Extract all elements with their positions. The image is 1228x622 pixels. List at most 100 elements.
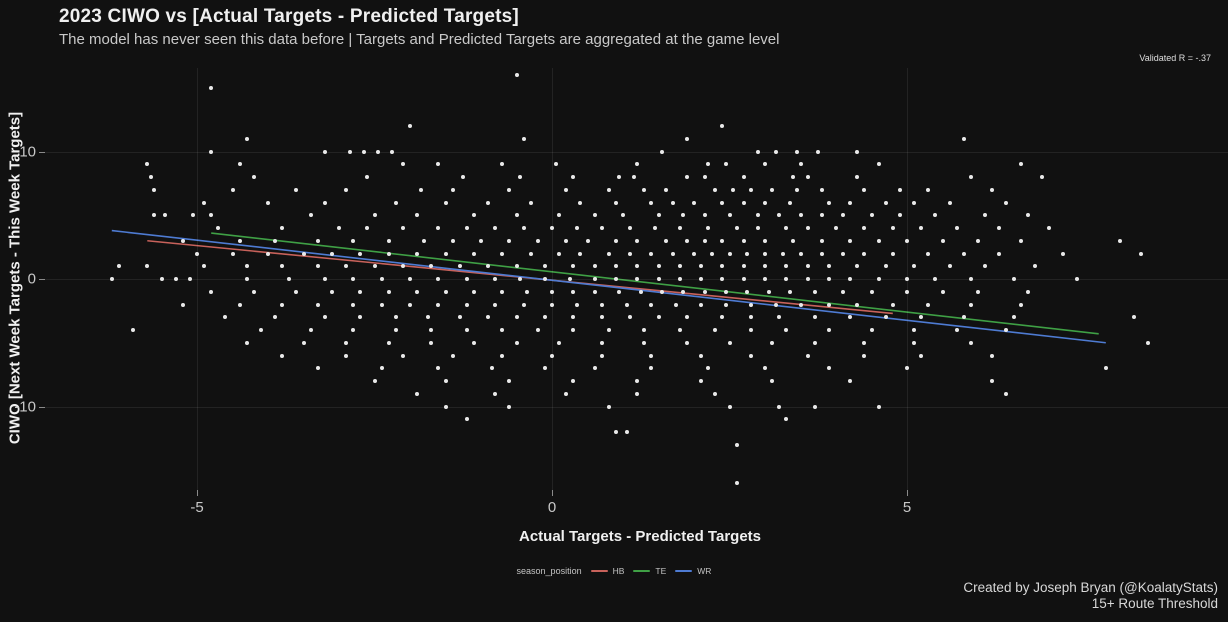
scatter-point [656, 315, 661, 320]
scatter-point [557, 340, 562, 345]
scatter-point [287, 277, 292, 281]
scatter-point [919, 353, 924, 358]
scatter-point [528, 251, 533, 256]
scatter-point [656, 264, 661, 269]
scatter-point [784, 417, 789, 422]
scatter-point [322, 315, 327, 320]
scatter-point [486, 315, 491, 320]
scatter-point [649, 353, 654, 358]
scatter-point [798, 302, 803, 307]
scatter-point [443, 200, 448, 205]
scatter-point [415, 289, 420, 294]
scatter-point [834, 226, 838, 230]
scatter-point [770, 187, 775, 192]
scatter-point [876, 162, 881, 167]
scatter-point [805, 353, 810, 358]
scatter-point [649, 302, 654, 307]
scatter-point [1047, 226, 1051, 230]
scatter-point [351, 238, 356, 243]
scatter-point [635, 391, 640, 396]
legend-item-hb: HB [590, 566, 625, 576]
scatter-point [209, 85, 214, 90]
scatter-point [947, 200, 952, 205]
scatter-point [180, 238, 185, 243]
scatter-point [571, 379, 576, 383]
scatter-point [791, 238, 796, 243]
scatter-point [766, 289, 771, 294]
scatter-point [163, 213, 168, 218]
scatter-point [443, 289, 448, 294]
scatter-point [244, 264, 249, 269]
scatter-point [912, 200, 917, 205]
scatter-point [826, 302, 831, 307]
scatter-point [773, 149, 778, 154]
scatter-point [322, 277, 327, 281]
scatter-point [507, 379, 512, 383]
scatter-point [723, 162, 728, 167]
scatter-point [741, 264, 746, 269]
scatter-point [489, 366, 494, 371]
scatter-point [876, 404, 881, 409]
scatter-point [322, 149, 327, 154]
scatter-point [912, 328, 917, 332]
scatter-point [748, 302, 753, 307]
scatter-point [372, 213, 377, 218]
scatter-point [408, 302, 412, 307]
scatter-point [237, 302, 242, 307]
scatter-point [400, 226, 405, 230]
scatter-point [457, 264, 462, 269]
scatter-point [425, 315, 430, 320]
scatter-point [780, 251, 785, 256]
scatter-point [1132, 315, 1137, 320]
scatter-point [578, 200, 583, 205]
trend-line-wr [111, 229, 1106, 344]
scatter-point [550, 353, 554, 358]
scatter-point [905, 366, 909, 371]
scatter-point [599, 315, 604, 320]
scatter-point [731, 187, 736, 192]
scatter-point [436, 226, 441, 230]
legend-label-hb: HB [612, 566, 625, 576]
scatter-point [571, 315, 576, 320]
scatter-point [968, 340, 973, 345]
scatter-point [642, 340, 647, 345]
legend-label-wr: WR [697, 566, 712, 576]
scatter-point [273, 238, 278, 243]
scatter-point [919, 226, 924, 230]
scatter-point [436, 277, 441, 281]
scatter-point [486, 264, 491, 269]
scatter-point [897, 187, 902, 192]
scatter-point [145, 264, 150, 269]
scatter-point [464, 417, 469, 422]
scatter-point [606, 187, 611, 192]
scatter-point [777, 213, 782, 218]
scatter-point [535, 238, 540, 243]
x-tick-mark [197, 490, 198, 496]
scatter-point [429, 264, 434, 269]
scatter-point [1004, 200, 1009, 205]
scatter-point [841, 289, 846, 294]
scatter-point [763, 277, 767, 281]
scatter-point [461, 175, 466, 179]
scatter-point [812, 289, 817, 294]
scatter-point [976, 289, 980, 294]
scatter-point [606, 404, 611, 409]
scatter-point [344, 264, 349, 269]
legend-swatch-te [633, 570, 651, 572]
gridline-y-10 [45, 151, 1228, 153]
scatter-point [574, 302, 579, 307]
scatter-point [592, 289, 597, 294]
scatter-point [315, 366, 320, 371]
scatter-point [479, 238, 483, 243]
scatter-point [826, 366, 831, 371]
scatter-point [187, 277, 192, 281]
y-tick-label: 0 [27, 270, 36, 288]
scatter-point [518, 175, 523, 179]
scatter-point [408, 277, 412, 281]
scatter-point [784, 264, 789, 269]
scatter-point [294, 187, 299, 192]
scatter-point [798, 213, 803, 218]
scatter-point [393, 328, 398, 332]
scatter-point [564, 187, 569, 192]
scatter-point [436, 302, 441, 307]
